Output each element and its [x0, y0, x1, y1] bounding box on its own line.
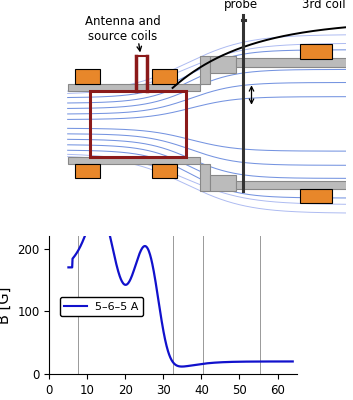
Bar: [210, 175, 237, 192]
Bar: [210, 56, 237, 73]
Text: Radial
probe: Radial probe: [223, 0, 259, 10]
Bar: [152, 69, 177, 84]
Bar: [300, 189, 332, 204]
Bar: [200, 56, 210, 84]
Bar: [237, 58, 351, 67]
Bar: [68, 156, 200, 164]
Bar: [74, 69, 100, 84]
Bar: [300, 44, 332, 58]
Text: 3rd coil: 3rd coil: [302, 0, 346, 10]
Y-axis label: B [G]: B [G]: [0, 286, 12, 324]
Bar: [90, 91, 186, 156]
Legend: 5–6–5 A: 5–6–5 A: [60, 297, 143, 316]
Bar: [74, 164, 100, 178]
Bar: [68, 84, 200, 91]
Bar: [200, 164, 210, 192]
Bar: [237, 180, 351, 189]
Text: Antenna and
source coils: Antenna and source coils: [84, 15, 160, 43]
Bar: [152, 164, 177, 178]
